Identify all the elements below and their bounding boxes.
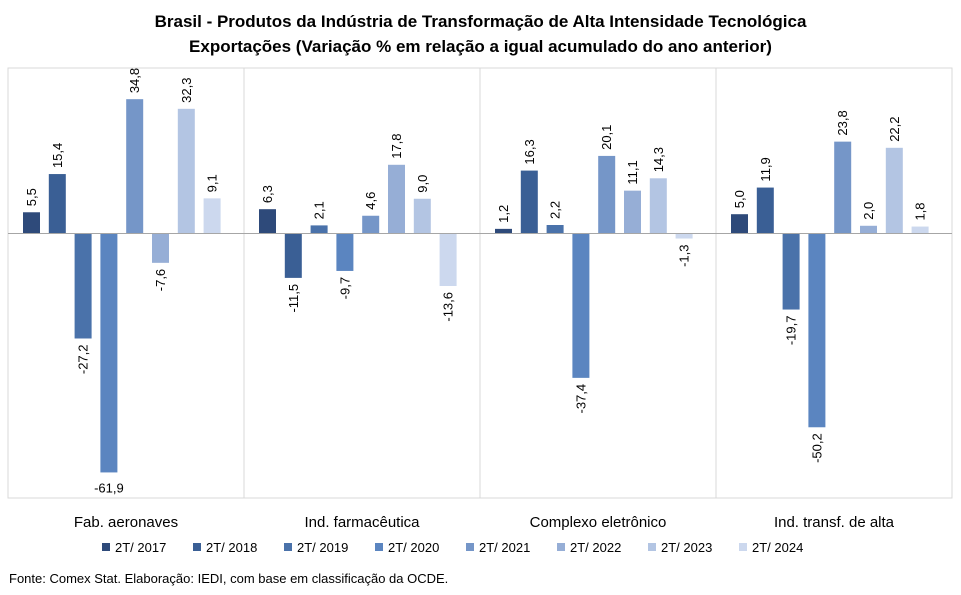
data-label: 15,4 [50, 143, 65, 168]
bar [126, 99, 144, 234]
data-label: -7,6 [153, 269, 168, 291]
data-label: -13,6 [441, 292, 456, 322]
chart-subtitle: Exportações (Variação % em relação a igu… [189, 37, 772, 56]
data-label: -11,5 [286, 284, 301, 313]
data-label: 34,8 [127, 68, 142, 93]
legend-label: 2T/ 2017 [115, 540, 166, 555]
data-label: 22,2 [887, 116, 902, 141]
data-label: -37,4 [573, 384, 588, 414]
category-label: Complexo eletrônico [530, 514, 667, 531]
bar [860, 225, 877, 234]
data-label: 5,5 [24, 188, 39, 206]
bar [649, 178, 667, 234]
bar [756, 187, 774, 234]
legend-label: 2T/ 2019 [297, 540, 348, 555]
bar [203, 198, 221, 234]
bar [23, 212, 40, 234]
bar [911, 226, 929, 234]
bar [572, 233, 590, 378]
bar [388, 164, 405, 234]
legend-swatch [557, 543, 565, 551]
bar [152, 233, 169, 263]
bar [885, 147, 903, 234]
data-label: -61,9 [94, 480, 124, 495]
data-label: -50,2 [809, 433, 824, 463]
data-label: -27,2 [76, 344, 91, 374]
bar [782, 233, 800, 310]
data-label: 23,8 [835, 110, 850, 135]
bar [100, 233, 118, 473]
legend-label: 2T/ 2021 [479, 540, 530, 555]
data-label: 2,2 [548, 201, 563, 219]
legend-swatch [193, 543, 201, 551]
bar [259, 209, 276, 234]
legend-swatch [375, 543, 383, 551]
bar [48, 174, 66, 234]
legend-label: 2T/ 2023 [661, 540, 712, 555]
bar [413, 198, 431, 234]
data-label: -19,7 [784, 316, 799, 346]
legend-label: 2T/ 2018 [206, 540, 257, 555]
legend-label: 2T/ 2024 [752, 540, 803, 555]
data-label: 1,2 [496, 205, 511, 223]
legend-label: 2T/ 2020 [388, 540, 439, 555]
data-label: 11,1 [625, 160, 640, 184]
bar [834, 141, 852, 234]
bar [808, 233, 826, 428]
bar [675, 233, 693, 239]
data-label: 2,0 [861, 202, 876, 220]
data-label: -1,3 [677, 245, 692, 267]
bar [520, 170, 538, 234]
bar [177, 108, 195, 234]
legend-swatch [739, 543, 747, 551]
data-label: 14,3 [651, 147, 666, 172]
data-label: 1,8 [913, 202, 928, 220]
bar [731, 214, 748, 234]
bar [362, 215, 380, 234]
legend-swatch [466, 543, 474, 551]
bar [546, 225, 564, 234]
data-label: 4,6 [363, 192, 378, 210]
bar [310, 225, 328, 234]
legend-label: 2T/ 2022 [570, 540, 621, 555]
bar [598, 155, 616, 234]
data-label: -9,7 [337, 277, 352, 299]
source-note: Fonte: Comex Stat. Elaboração: IEDI, com… [9, 571, 449, 586]
data-label: 9,0 [415, 175, 430, 193]
legend-swatch [648, 543, 656, 551]
bar [495, 228, 512, 234]
data-label: 20,1 [599, 125, 614, 150]
data-label: 17,8 [389, 133, 404, 158]
legend-swatch [102, 543, 110, 551]
data-label: 6,3 [260, 185, 275, 203]
category-label: Ind. farmacêutica [304, 514, 420, 531]
legend-swatch [284, 543, 292, 551]
bar [624, 190, 641, 234]
data-label: 11,9 [758, 157, 773, 181]
category-label: Ind. transf. de alta [774, 514, 895, 531]
data-label: 2,1 [312, 201, 327, 219]
data-label: 5,0 [732, 190, 747, 208]
bar [336, 233, 354, 271]
data-label: 32,3 [179, 78, 194, 103]
bar [284, 233, 302, 278]
data-label: 16,3 [522, 139, 537, 164]
bar [74, 233, 92, 339]
bar [439, 233, 457, 286]
chart-title: Brasil - Produtos da Indústria de Transf… [154, 12, 807, 31]
category-label: Fab. aeronaves [74, 514, 178, 531]
data-label: 9,1 [205, 174, 220, 192]
